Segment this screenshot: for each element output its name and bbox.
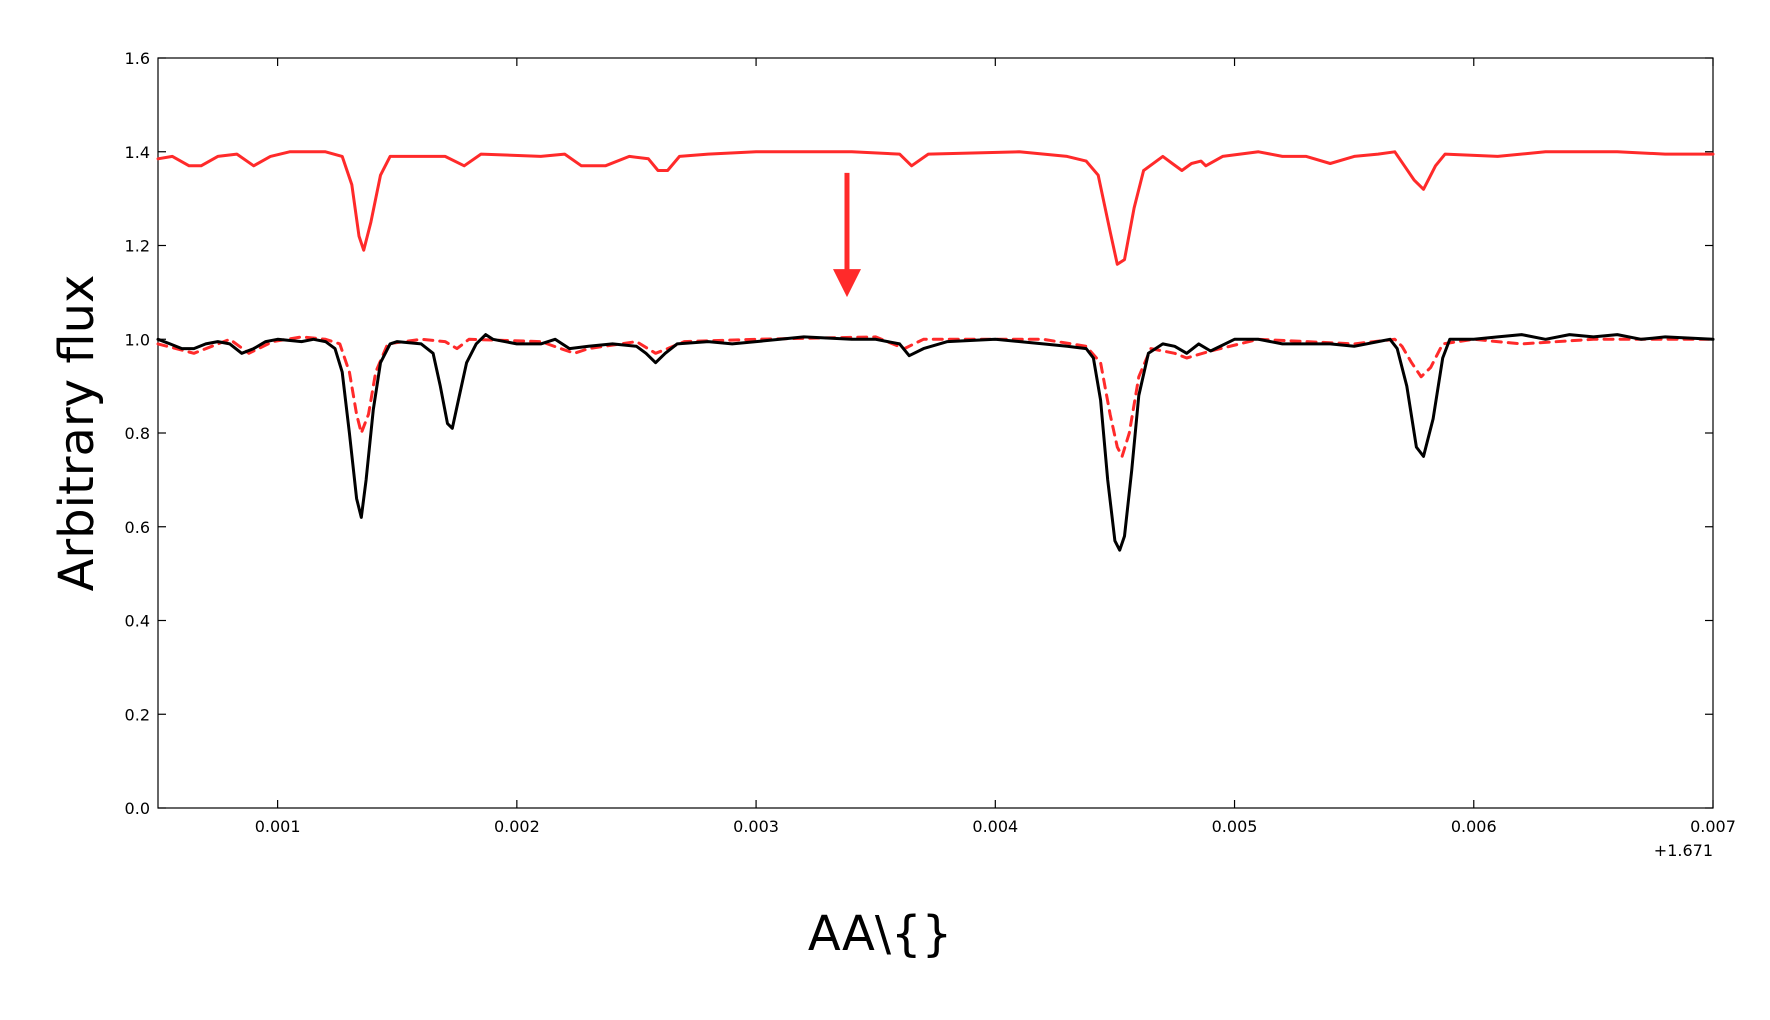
series-layer [156, 150, 1715, 552]
x-tick-label: 0.003 [733, 817, 779, 836]
plot-area [157, 57, 1714, 809]
x-tick-label: 0.005 [1212, 817, 1258, 836]
arrow-head [832, 269, 861, 298]
y-tick-label: 0.4 [125, 612, 150, 631]
y-tick-label: 1.6 [125, 49, 150, 68]
y-axis-label: Arbitrary flux [49, 275, 105, 592]
x-tick-label: 0.007 [1690, 817, 1736, 836]
x-tick-label: 0.002 [494, 817, 540, 836]
series-line-3 [156, 333, 1715, 552]
tick-layer: 0.001 0.002 0.003 0.004 0.005 0.006 0.007 0.0 0.… [125, 49, 1736, 836]
y-tick-label: 1.4 [125, 143, 150, 162]
y-tick-label: 0.8 [125, 424, 150, 443]
x-offset-label: +1.671 [1654, 841, 1713, 860]
series-line-1 [156, 150, 1715, 266]
annotation-layer [832, 172, 861, 298]
y-tick-label: 0.2 [125, 705, 150, 724]
y-tick-label: 1.2 [125, 237, 150, 256]
x-tick-label: 0.001 [255, 817, 301, 836]
y-tick-label: 0.0 [125, 799, 150, 818]
x-tick-label: 0.004 [972, 817, 1018, 836]
x-tick-label: 0.006 [1451, 817, 1497, 836]
x-axis-label: AA\{} [808, 906, 952, 962]
y-tick-label: 0.6 [125, 518, 150, 537]
y-tick-label: 1.0 [125, 330, 150, 349]
